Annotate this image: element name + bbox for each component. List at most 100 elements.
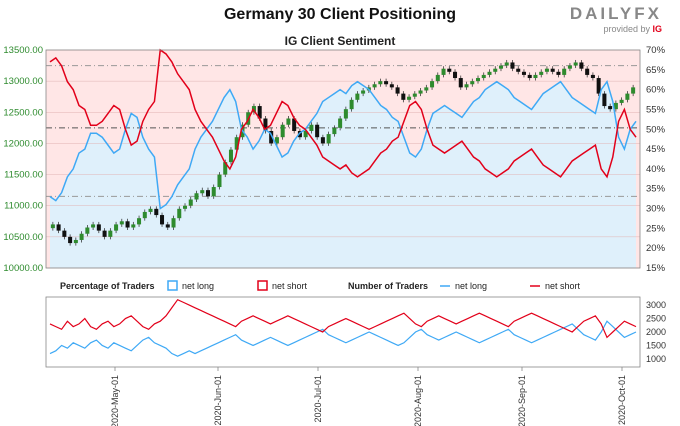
brand-name: DAILYFX [569, 4, 662, 23]
candle-body [263, 118, 268, 131]
candle-body [602, 93, 607, 107]
candle-body [590, 74, 595, 79]
candle-body [343, 109, 348, 119]
candle-body [498, 65, 504, 69]
candle-body [292, 118, 297, 131]
candle-body [274, 137, 279, 144]
candle-body [205, 190, 211, 197]
candle-body [435, 74, 440, 82]
candle-body [309, 124, 314, 131]
candle-body [217, 174, 222, 188]
candle-body [211, 187, 216, 197]
right-tick-label: 40% [646, 164, 666, 175]
candle-body [378, 81, 383, 85]
candle-body [556, 71, 561, 75]
lower-tick-label: 1500 [646, 340, 666, 350]
left-tick-label: 11500.00 [4, 170, 43, 181]
candle-body [453, 71, 458, 79]
candle-body [608, 106, 613, 110]
candle-body [91, 224, 96, 228]
candle-body [102, 230, 107, 237]
candle-body [579, 62, 584, 69]
right-tick-label: 50% [646, 124, 666, 135]
legend-long-box [167, 280, 178, 291]
candle-body [613, 102, 618, 110]
candle-body [177, 208, 182, 219]
legend-long-label: net long [182, 281, 214, 291]
candle-body [544, 68, 549, 72]
lower-tick-label: 3000 [646, 300, 666, 310]
right-tick-label: 70% [646, 45, 666, 56]
right-tick-label: 45% [646, 144, 666, 155]
candle-body [493, 68, 498, 72]
candle-body [430, 81, 435, 88]
candle-body [125, 221, 130, 228]
legend-short-label-2: net short [545, 281, 581, 291]
x-tick-label: 2020-May-01 [110, 375, 120, 426]
candle-body [401, 93, 406, 100]
candle-body [475, 78, 481, 82]
candle-body [424, 87, 429, 91]
candle-body [412, 93, 417, 97]
candle-body [567, 65, 572, 69]
candle-body [395, 87, 400, 94]
right-tick-label: 65% [646, 65, 666, 76]
left-tick-label: 10500.00 [3, 232, 43, 243]
candle-body [527, 74, 532, 79]
candle-body [458, 78, 463, 88]
candle-body [361, 90, 366, 94]
candle-body [142, 211, 147, 219]
right-tick-label: 25% [646, 223, 666, 234]
candle-body [338, 118, 343, 128]
candle-body [131, 224, 136, 228]
x-tick-label: 2020-Oct-01 [617, 375, 627, 425]
candle-body [481, 74, 486, 79]
candle-body [631, 87, 636, 94]
candle-body [297, 130, 302, 138]
candle-body [407, 96, 412, 100]
candle-body [257, 106, 262, 119]
candle-body [441, 68, 446, 75]
candle-body [228, 149, 233, 163]
panel-title: IG Client Sentiment [285, 34, 396, 48]
candle-body [596, 78, 601, 94]
candle-body [108, 230, 113, 237]
right-tick-label: 20% [646, 243, 666, 254]
candle-body [516, 68, 521, 72]
candle-body [510, 62, 515, 69]
candle-body [85, 227, 90, 234]
candle-body [619, 99, 624, 103]
x-tick-label: 2020-Jun-01 [213, 375, 223, 426]
right-tick-label: 60% [646, 85, 666, 96]
left-tick-label: 10000.00 [3, 263, 43, 274]
candle-body [389, 84, 394, 88]
candle-body [148, 208, 153, 212]
candle-body [487, 71, 492, 75]
right-tick-label: 30% [646, 204, 666, 215]
candle-body [96, 224, 101, 231]
candle-body [68, 236, 73, 244]
candle-body [470, 81, 475, 85]
x-tick-label: 2020-Jul-01 [313, 375, 323, 423]
legend-short-label: net short [272, 281, 308, 291]
legend-num-title: Number of Traders [348, 281, 428, 291]
candle-body [200, 190, 205, 194]
candle-body [269, 130, 274, 144]
candle-body [550, 68, 555, 72]
candle-body [447, 68, 452, 72]
candle-body [539, 71, 544, 75]
legend-pct-title: Percentage of Traders [60, 281, 155, 291]
candle-body [114, 224, 119, 231]
plot-border [45, 49, 641, 269]
candle-body [280, 124, 285, 138]
candle-body [154, 208, 159, 216]
candle-body [50, 224, 55, 229]
candle-body [286, 118, 291, 125]
candle-body [165, 224, 170, 228]
left-tick-label: 13000.00 [3, 76, 43, 87]
candle-body [223, 162, 228, 175]
left-tick-label: 12000.00 [3, 138, 43, 149]
net-long-pct-line [49, 80, 637, 210]
candle-body [194, 193, 199, 200]
